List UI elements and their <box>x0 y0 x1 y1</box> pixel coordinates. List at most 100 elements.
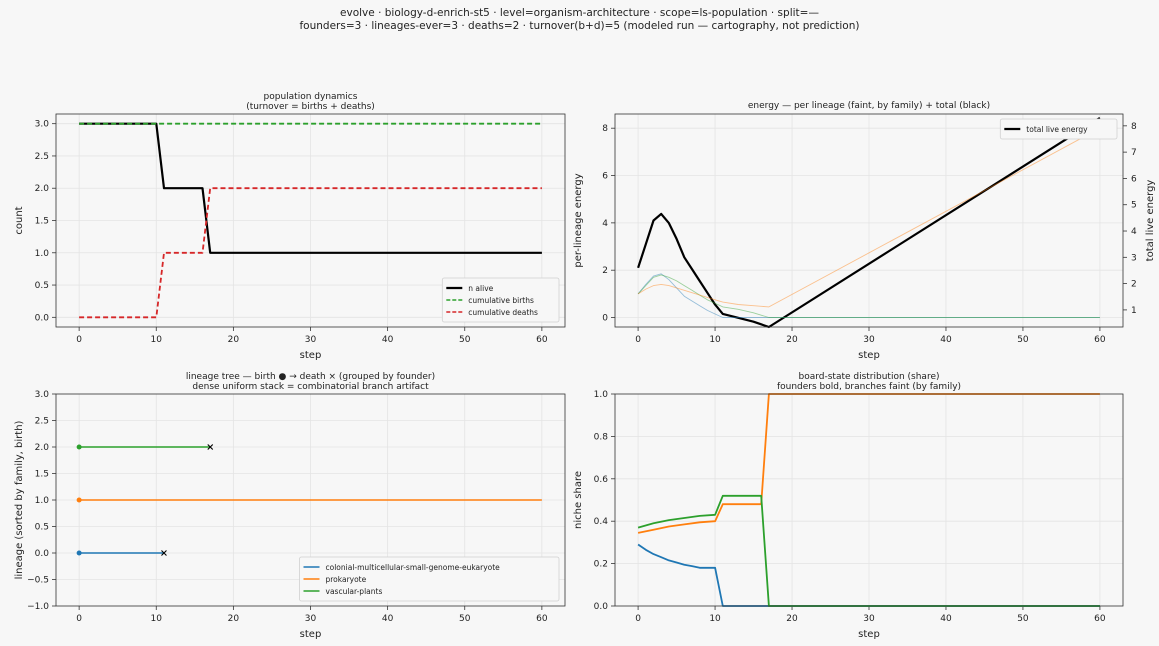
x-axis-label: step <box>300 350 322 361</box>
y2-tick-label: 7 <box>1131 148 1137 158</box>
y2-axis-label: total live energy <box>1145 180 1156 262</box>
x-tick-label: 20 <box>228 335 240 345</box>
y-tick-label: −1.0 <box>27 602 49 612</box>
chart-title: board-state distribution (share) <box>798 372 939 382</box>
legend-label: cumulative deaths <box>468 308 538 317</box>
y-axis-label: per-lineage energy <box>573 173 584 267</box>
y-tick-label: 6 <box>602 172 608 182</box>
y-tick-label: 0.0 <box>35 313 50 323</box>
death-marker <box>207 444 214 450</box>
x-tick-label: 10 <box>151 335 163 345</box>
legend-label: colonial-multicellular-small-genome-euka… <box>326 563 501 572</box>
legend-label: vascular-plants <box>326 587 383 596</box>
chart-population: 0 10 20 30 40 50 60 0.0 0.5 1.0 1.5 2.0 2.5 3.0 step co… <box>14 92 566 361</box>
x-tick-label: 60 <box>1094 614 1106 624</box>
legend-box <box>999 118 1118 140</box>
y2-tick-label: 3 <box>1131 253 1137 263</box>
birth-marker <box>76 497 82 503</box>
x-tick-label: 0 <box>76 614 82 624</box>
chart-title: population dynamics <box>264 92 358 102</box>
x-tick-label: 40 <box>382 614 394 624</box>
series-line <box>637 273 1100 318</box>
x-tick-label: 50 <box>459 335 471 345</box>
chart-energy: 0 10 20 30 40 50 60 0 2 4 6 8 1 2 3 4 5 6 7 8 total live ene… <box>573 101 1156 361</box>
series-line <box>637 393 1100 534</box>
chart-subtitle: (turnover = births + deaths) <box>246 102 375 112</box>
y-tick-label: 1.5 <box>35 217 49 227</box>
x-tick-label: 40 <box>382 335 394 345</box>
chart-tree: 0 10 20 30 40 50 60 −1.0 −0.5 0.0 0.5 1.0 1.5 2.0 2.5 3… <box>14 372 566 640</box>
y-tick-label: 1.5 <box>35 470 49 480</box>
y-tick-label: 0.4 <box>594 517 609 527</box>
x-tick-label: 50 <box>1017 335 1029 345</box>
legend-box <box>441 277 560 323</box>
legend-label: cumulative births <box>468 296 534 305</box>
x-tick-label: 30 <box>863 335 875 345</box>
plot-frame <box>55 393 566 607</box>
legend-label: prokaryote <box>326 575 367 584</box>
x-tick-label: 0 <box>76 335 82 345</box>
y-tick-label: 2.0 <box>35 443 50 453</box>
x-tick-label: 40 <box>940 335 952 345</box>
series-line <box>637 543 1100 607</box>
x-tick-label: 60 <box>536 335 548 345</box>
x-axis-label: step <box>858 350 880 361</box>
plot-frame <box>55 113 566 328</box>
series-line <box>637 274 1100 318</box>
plot-frame <box>614 393 1124 607</box>
x-tick-label: 20 <box>786 335 798 345</box>
y-tick-label: 0.5 <box>35 523 49 533</box>
x-tick-label: 60 <box>1094 335 1106 345</box>
figure-title-line-1: evolve · biology-d-enrich-st5 · level=or… <box>340 7 819 19</box>
series-line <box>637 116 1101 329</box>
x-tick-label: 20 <box>786 614 798 624</box>
series-line <box>637 127 1101 308</box>
x-tick-label: 30 <box>305 614 317 624</box>
x-tick-label: 40 <box>940 614 952 624</box>
y2-tick-label: 2 <box>1131 280 1137 290</box>
y-axis-label: count <box>14 206 25 234</box>
y2-tick-label: 8 <box>1131 122 1137 132</box>
chart-board: 0 10 20 30 40 50 60 0.0 0.2 0.4 0.6 0.8 1.0 step niche… <box>573 372 1124 640</box>
legend-box <box>299 556 560 602</box>
x-tick-label: 10 <box>709 614 721 624</box>
chart-subtitle: founders bold, branches faint (by family… <box>777 382 961 392</box>
legend: n alive cumulative births cumulative death… <box>441 277 560 323</box>
x-tick-label: 50 <box>1017 614 1029 624</box>
y-tick-label: 0.6 <box>594 475 609 485</box>
y-tick-label: 0.0 <box>35 549 50 559</box>
legend-label: total live energy <box>1026 125 1088 134</box>
y2-tick-label: 1 <box>1131 306 1137 316</box>
x-tick-label: 0 <box>635 335 641 345</box>
x-axis-label: step <box>858 629 880 640</box>
y-tick-label: 0.8 <box>594 432 609 442</box>
y-tick-label: 2.5 <box>35 152 49 162</box>
y-tick-label: 0.5 <box>35 281 49 291</box>
y-tick-label: 0.0 <box>594 602 609 612</box>
y2-tick-label: 5 <box>1131 201 1137 211</box>
y-tick-label: 2.0 <box>35 184 50 194</box>
x-tick-label: 30 <box>863 614 875 624</box>
x-tick-label: 20 <box>228 614 240 624</box>
y2-tick-label: 6 <box>1131 174 1137 184</box>
chart-subtitle: dense uniform stack = combinatorial bran… <box>192 382 429 392</box>
legend: colonial-multicellular-small-genome-euka… <box>299 556 560 602</box>
y-tick-label: 8 <box>602 124 608 134</box>
x-tick-label: 10 <box>151 614 163 624</box>
legend-label: n alive <box>468 284 493 293</box>
y2-tick-label: 4 <box>1131 227 1137 237</box>
birth-marker <box>76 550 82 556</box>
x-tick-label: 0 <box>635 614 641 624</box>
death-marker <box>161 550 167 556</box>
y-tick-label: 1.0 <box>35 249 50 259</box>
x-tick-label: 30 <box>305 335 317 345</box>
y-tick-label: 1.0 <box>35 496 50 506</box>
y-tick-label: 3.0 <box>35 120 50 130</box>
y-tick-label: −0.5 <box>27 576 49 586</box>
figure-title-line-2: founders=3 · lineages-ever=3 · deaths=2 … <box>299 20 860 32</box>
series-line <box>637 494 1100 607</box>
x-tick-label: 10 <box>709 335 721 345</box>
y-tick-label: 0.2 <box>594 560 608 570</box>
x-axis-label: step <box>300 629 322 640</box>
